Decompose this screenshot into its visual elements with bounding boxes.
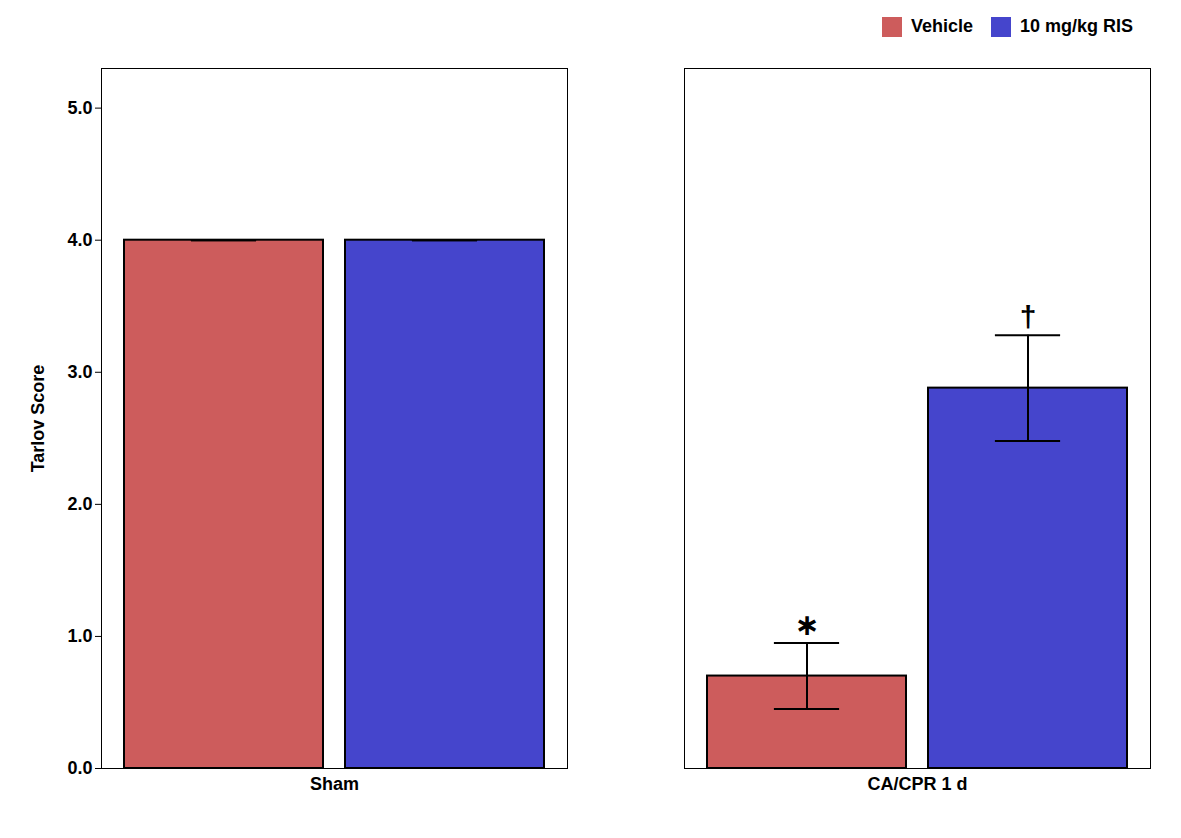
svg-text:5.0: 5.0 <box>67 98 92 118</box>
svg-text:Sham: Sham <box>310 774 359 794</box>
svg-text:0.0: 0.0 <box>67 758 92 778</box>
svg-text:∗: ∗ <box>794 608 819 641</box>
html-text:Vehicle: Vehicle <box>910 16 973 36</box>
svg-text:Tarlov Score: Tarlov Score <box>28 365 48 473</box>
svg-text:3.0: 3.0 <box>67 362 92 382</box>
svg-text:1.0: 1.0 <box>67 626 92 646</box>
svg-text:2.0: 2.0 <box>67 494 92 514</box>
html-text:10 mg/kg RIS: 10 mg/kg RIS <box>1020 16 1133 36</box>
svg-text:4.0: 4.0 <box>67 230 92 250</box>
svg-text:CA/CPR 1 d: CA/CPR 1 d <box>867 774 967 794</box>
svg-text:†: † <box>1020 300 1037 333</box>
